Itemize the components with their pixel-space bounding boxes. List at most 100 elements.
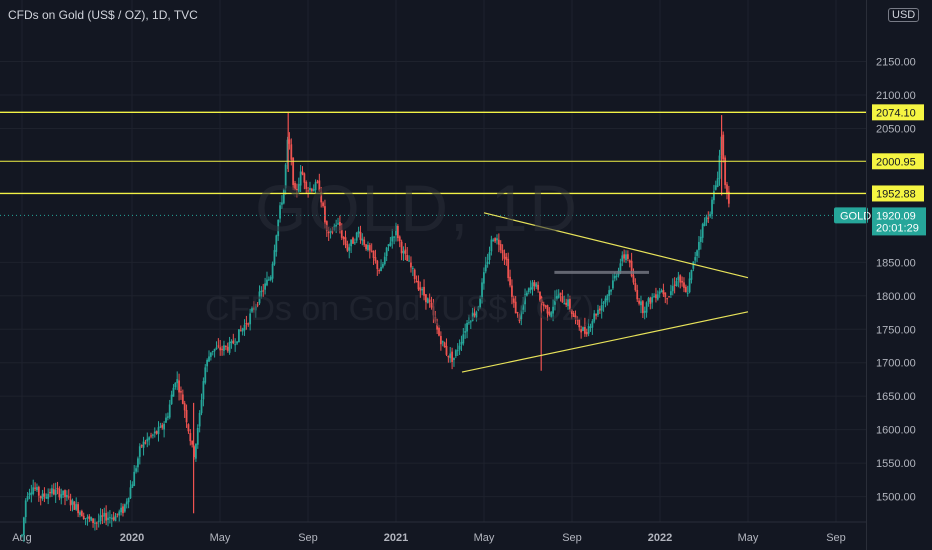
candle-body [540, 299, 543, 304]
candle-body [595, 314, 597, 316]
current-price-label-bg [872, 207, 926, 236]
y-tick-label: 1700.00 [876, 358, 916, 370]
x-tick-label: May [474, 532, 495, 544]
candle-body [623, 254, 626, 259]
candle-body [387, 244, 390, 247]
candle-body [511, 285, 513, 297]
candle-body [30, 492, 33, 495]
candle-body [82, 515, 85, 519]
candle-body [411, 267, 414, 269]
candle-body [146, 438, 149, 442]
candle-body [512, 298, 515, 303]
candle-body [486, 261, 489, 264]
candle-body [494, 238, 497, 242]
candle-body [385, 247, 388, 257]
candle-body [58, 488, 61, 498]
y-tick-label: 2150.00 [876, 57, 916, 69]
x-tick-label: 2021 [384, 532, 408, 544]
trendline [461, 311, 749, 373]
candle-body [686, 292, 689, 294]
candle-body [683, 282, 685, 288]
candle-body [570, 309, 573, 314]
candle-body [153, 431, 156, 434]
candle-body [514, 301, 517, 314]
candle-body [698, 241, 700, 251]
candle-body [718, 155, 721, 179]
candle-body [168, 404, 171, 418]
candle-body [396, 225, 399, 239]
candle-body [120, 507, 123, 513]
candle-body [664, 292, 667, 298]
candle-body [526, 292, 528, 296]
candle-body [539, 291, 541, 302]
candle-body [615, 275, 618, 277]
candle-body [434, 316, 437, 322]
candle-body [166, 416, 169, 418]
candle-body [56, 487, 59, 490]
y-tick-label: 1500.00 [876, 492, 916, 504]
candle-body [163, 423, 166, 430]
candle-body [297, 184, 300, 192]
currency-button[interactable]: USD [888, 8, 920, 22]
candle-body [671, 286, 674, 292]
candle-body [625, 254, 627, 261]
candle-body [469, 321, 472, 323]
candle-body [71, 500, 74, 505]
candle-body [535, 283, 538, 287]
candle-body [211, 351, 214, 353]
candle-body [279, 205, 281, 219]
candle-body [339, 222, 341, 231]
candle-body [378, 270, 381, 272]
candle-body [226, 346, 229, 351]
watermark-name: CFDs on Gold (US$ / OZ) [205, 290, 595, 328]
candle-body [150, 435, 152, 437]
candle-body [425, 294, 427, 303]
candle-body [350, 239, 353, 247]
candle-body [692, 261, 695, 269]
candle-body [251, 308, 253, 312]
candle-body [65, 494, 68, 498]
y-tick-label: 1850.00 [876, 257, 916, 269]
candle-body [690, 270, 693, 280]
candle-body [380, 267, 382, 272]
candle-body [548, 311, 551, 315]
candle-body [370, 250, 373, 252]
candle-body [43, 493, 46, 497]
candle-body [417, 280, 420, 290]
candle-body [724, 157, 727, 186]
candle-body [598, 308, 601, 311]
candle-body [471, 312, 474, 321]
candle-body [357, 231, 360, 234]
candle-body [499, 244, 502, 251]
candle-body [260, 290, 263, 293]
candle-body [310, 188, 313, 192]
candle-body [62, 490, 65, 496]
x-tick-label: 2022 [648, 532, 672, 544]
candle-body [123, 504, 126, 512]
candle-body [51, 488, 53, 494]
candle-body [464, 331, 467, 333]
candle-body [591, 321, 594, 328]
candle-body [230, 341, 233, 343]
candle-body [662, 289, 665, 295]
x-tick-label: Sep [298, 532, 318, 544]
candle-body [473, 313, 476, 316]
candle-body [331, 231, 334, 233]
candle-body [178, 380, 180, 393]
candle-body [105, 513, 108, 521]
level-label-bg [872, 104, 924, 121]
candle-body [477, 306, 480, 310]
x-tick-label: 2020 [120, 532, 144, 544]
candle-body [206, 359, 209, 367]
candle-body [196, 428, 199, 445]
candle-body [606, 295, 609, 301]
candle-body [537, 284, 540, 290]
candle-body [482, 272, 485, 284]
candle-body [249, 313, 252, 325]
candle-body [223, 345, 225, 351]
candle-body [286, 139, 289, 164]
candle-body [653, 296, 655, 298]
candle-body [316, 181, 319, 183]
level-label: 2074.10 [876, 107, 916, 119]
